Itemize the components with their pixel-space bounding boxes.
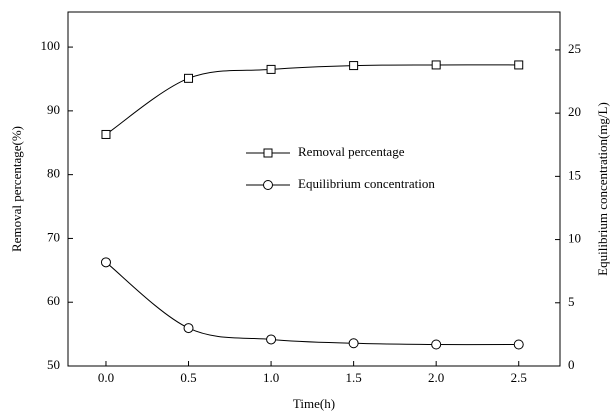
marker	[513, 339, 524, 350]
x-tick-label: 1.5	[345, 370, 361, 385]
marker	[348, 338, 359, 349]
legend-label: Removal percentage	[298, 144, 405, 159]
marker	[431, 339, 442, 350]
y2-tick-label: 0	[568, 357, 575, 372]
x-tick-label: 2.5	[511, 370, 527, 385]
marker	[349, 61, 359, 71]
marker	[101, 129, 111, 139]
marker	[100, 257, 111, 268]
y-tick-label: 60	[47, 293, 60, 308]
marker	[266, 334, 277, 345]
marker	[184, 73, 194, 83]
y2-tick-label: 15	[568, 167, 581, 182]
x-axis-title: Time(h)	[293, 396, 335, 411]
series-line	[105, 261, 519, 346]
marker	[431, 60, 441, 70]
x-tick-label: 0.5	[180, 370, 196, 385]
marker	[263, 180, 273, 190]
y-tick-label: 80	[47, 166, 60, 181]
y2-tick-label: 25	[568, 41, 581, 56]
y2-tick-label: 20	[568, 104, 581, 119]
y-tick-label: 50	[47, 357, 60, 372]
y2-tick-label: 10	[568, 231, 581, 246]
marker	[514, 60, 524, 70]
series-line	[105, 64, 519, 135]
marker	[183, 323, 194, 334]
y-tick-label: 90	[47, 102, 60, 117]
y-tick-label: 100	[41, 38, 61, 53]
x-tick-label: 1.0	[263, 370, 279, 385]
x-tick-label: 2.0	[428, 370, 444, 385]
marker	[266, 64, 276, 74]
y-axis-title: Removal percentage(%)	[9, 126, 24, 252]
legend-label: Equilibrium concentration	[298, 176, 435, 191]
marker	[263, 148, 273, 158]
plot-frame	[67, 11, 561, 367]
y2-axis-title: Equilibrium concentration(mg/L)	[595, 102, 610, 276]
x-tick-label: 0.0	[98, 370, 114, 385]
y2-tick-label: 5	[568, 294, 575, 309]
y-tick-label: 70	[47, 229, 60, 244]
